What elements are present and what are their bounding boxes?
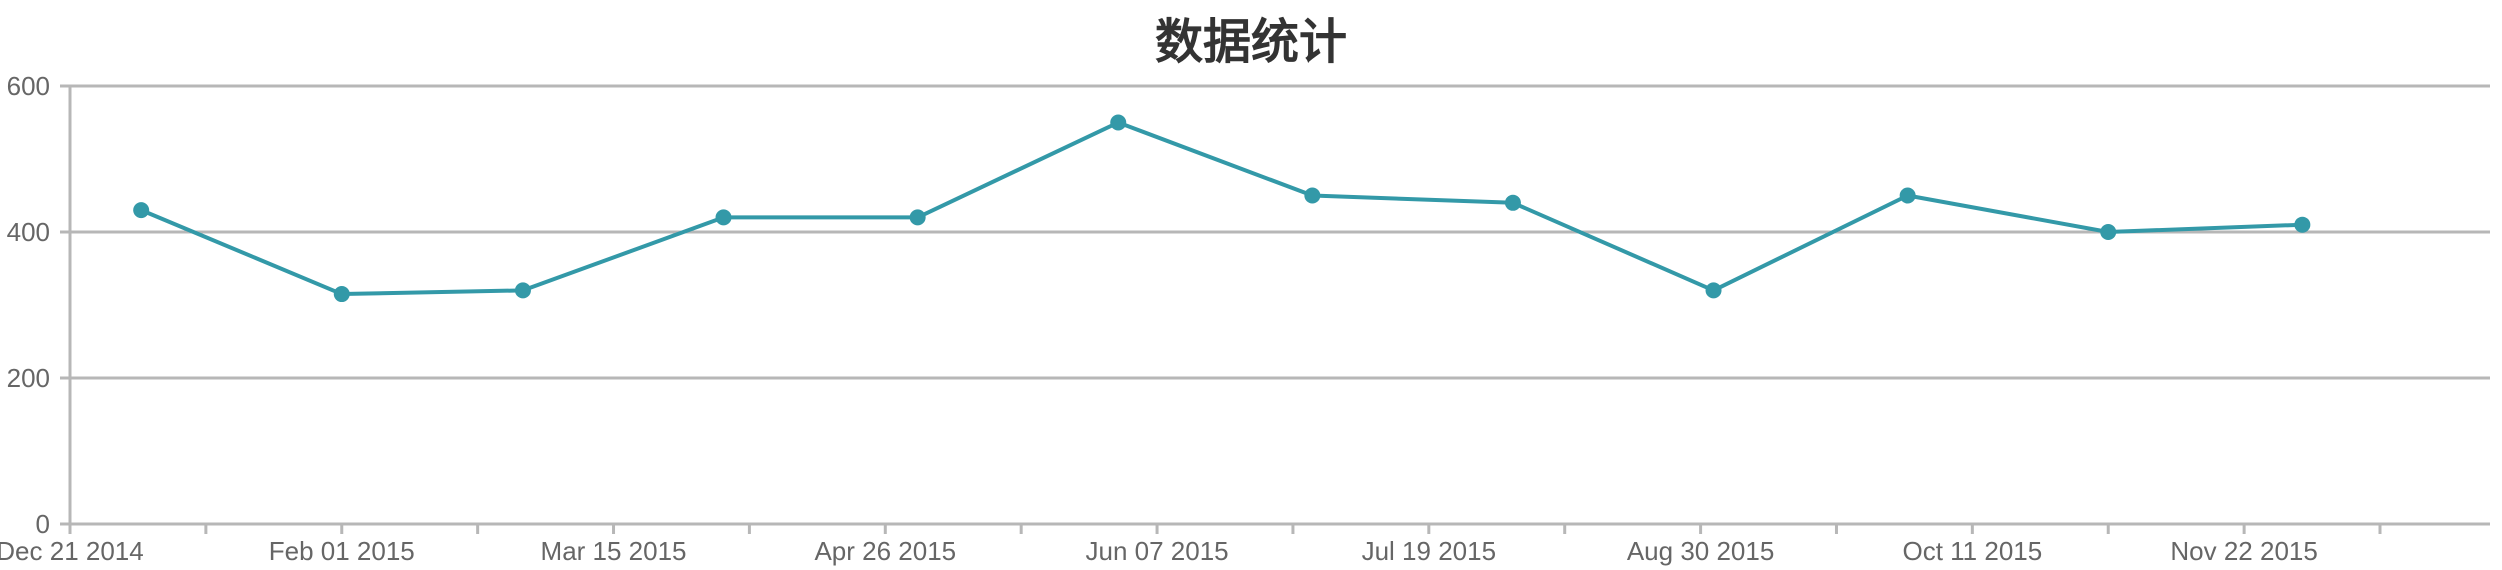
- data-point-9[interactable]: [1899, 187, 1916, 204]
- x-tick-label: Aug 30 2015: [1627, 536, 1774, 566]
- grid-layer: [70, 84, 2490, 380]
- data-point-2[interactable]: [514, 282, 531, 299]
- data-point-0[interactable]: [133, 202, 150, 219]
- data-point-3[interactable]: [715, 209, 732, 226]
- data-point-6[interactable]: [1304, 187, 1321, 204]
- data-point-5[interactable]: [1110, 114, 1127, 131]
- x-tick-label: Oct 11 2015: [1902, 536, 2042, 566]
- data-point-10[interactable]: [2100, 224, 2117, 240]
- series-line-0: [139, 120, 2305, 297]
- y-tick-label: 200: [7, 363, 50, 393]
- chart-title: 数据统计: [1155, 14, 1347, 70]
- y-tick-label: 0: [36, 509, 50, 539]
- axis-layer: 0 200 400 600 Dec 21 2014 Feb 01 2015 Mar 15 2…: [0, 71, 2490, 566]
- data-point-8[interactable]: [1705, 282, 1722, 299]
- x-tick-label: Dec 21 2014: [0, 536, 144, 566]
- data-point-4[interactable]: [909, 209, 926, 226]
- x-tick-label: Jun 07 2015: [1085, 536, 1228, 566]
- y-tick-label: 600: [7, 71, 50, 101]
- series-layer: [133, 114, 2311, 303]
- x-tick-label: Mar 15 2015: [541, 536, 687, 566]
- data-point-11[interactable]: [2294, 216, 2311, 233]
- x-tick-label: Nov 22 2015: [2170, 536, 2317, 566]
- data-point-1[interactable]: [333, 286, 350, 303]
- x-tick-label: Apr 26 2015: [814, 536, 956, 566]
- data-point-7[interactable]: [1504, 194, 1521, 211]
- x-tick-label: Feb 01 2015: [269, 536, 415, 566]
- x-tick-label: Jul 19 2015: [1362, 536, 1496, 566]
- y-tick-label: 400: [7, 217, 50, 247]
